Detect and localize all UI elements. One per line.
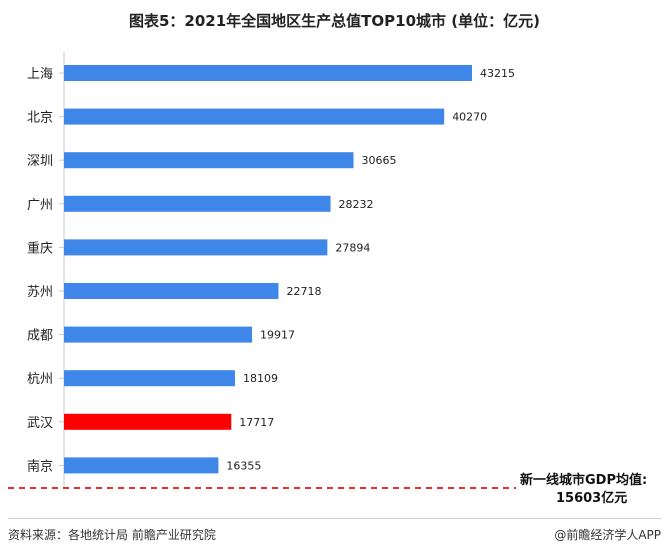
bar <box>64 370 235 387</box>
bar-value-label: 18109 <box>243 372 278 385</box>
category-label: 广州 <box>27 198 53 213</box>
category-label: 南京 <box>27 458 53 474</box>
category-label: 杭州 <box>27 372 53 387</box>
category-label: 成都 <box>27 329 53 344</box>
footer-divider <box>8 518 661 519</box>
category-label: 北京 <box>27 111 53 126</box>
category-label: 重庆 <box>27 240 53 256</box>
bar <box>64 65 472 81</box>
average-annotation-line2: 15603亿元 <box>556 491 628 506</box>
source-note: 资料来源：各地统计局 前瞻产业研究院 <box>8 528 216 542</box>
bar-value-label: 22718 <box>286 285 321 298</box>
bar-value-label: 19917 <box>260 329 295 342</box>
bar-value-label: 17717 <box>239 416 274 429</box>
category-label: 苏州 <box>27 284 53 300</box>
bar <box>64 326 253 343</box>
average-annotation: 新一线城市GDP均值: 15603亿元 <box>520 472 660 508</box>
bar-value-label: 43215 <box>480 67 515 80</box>
bar-value-label: 27894 <box>335 241 370 254</box>
bar-value-label: 16355 <box>226 459 261 472</box>
bar <box>64 152 354 169</box>
bar <box>64 195 331 212</box>
bar-value-label: 40270 <box>452 111 487 124</box>
category-label: 深圳 <box>27 154 53 169</box>
category-label: 武汉 <box>27 416 53 431</box>
bar <box>64 457 219 474</box>
brand-credit: @前瞻经济学人APP <box>554 528 661 542</box>
bar <box>64 239 328 256</box>
bar <box>64 413 232 430</box>
average-annotation-line1: 新一线城市GDP均值: <box>520 473 648 488</box>
bar-value-label: 28232 <box>339 198 374 211</box>
bar <box>64 283 279 299</box>
category-label: 上海 <box>27 67 53 82</box>
bar <box>64 108 445 125</box>
chart-title: 图表5：2021年全国地区生产总值TOP10城市 (单位：亿元) <box>129 12 540 30</box>
bar-value-label: 30665 <box>362 154 397 167</box>
